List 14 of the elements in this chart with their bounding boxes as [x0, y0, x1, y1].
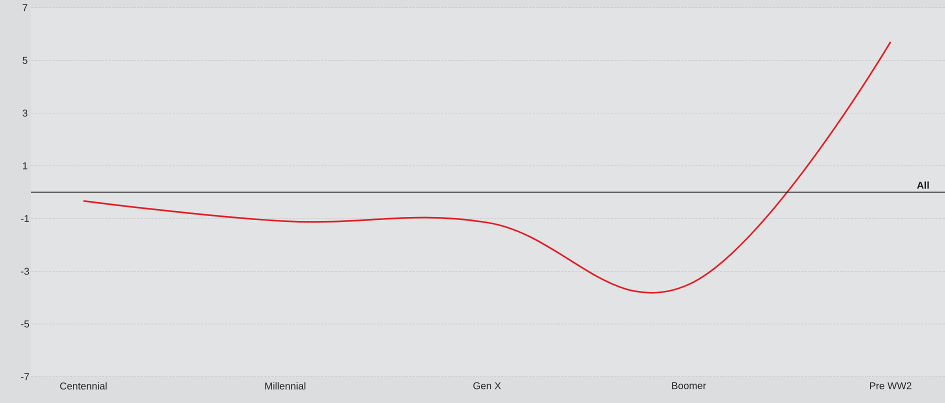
y-tick-label: 1 — [22, 162, 28, 170]
y-tick-label: -7 — [21, 373, 29, 380]
y-tick-label: 7 — [22, 4, 28, 12]
x-tick-label: Millennial — [265, 382, 306, 390]
x-tick-label: Pre WW2 — [870, 382, 912, 390]
y-tick-label: -5 — [21, 320, 30, 328]
x-tick-label: Centennial — [60, 382, 107, 390]
y-tick-label: -3 — [21, 268, 29, 275]
y-tick-label: 3 — [22, 110, 28, 117]
y-tick-label: -1 — [21, 215, 29, 222]
y-tick-label: 5 — [22, 56, 28, 64]
ref-line-label: All — [917, 181, 929, 189]
x-tick-label: Boomer — [672, 382, 706, 390]
x-tick-label: Gen X — [473, 382, 501, 390]
